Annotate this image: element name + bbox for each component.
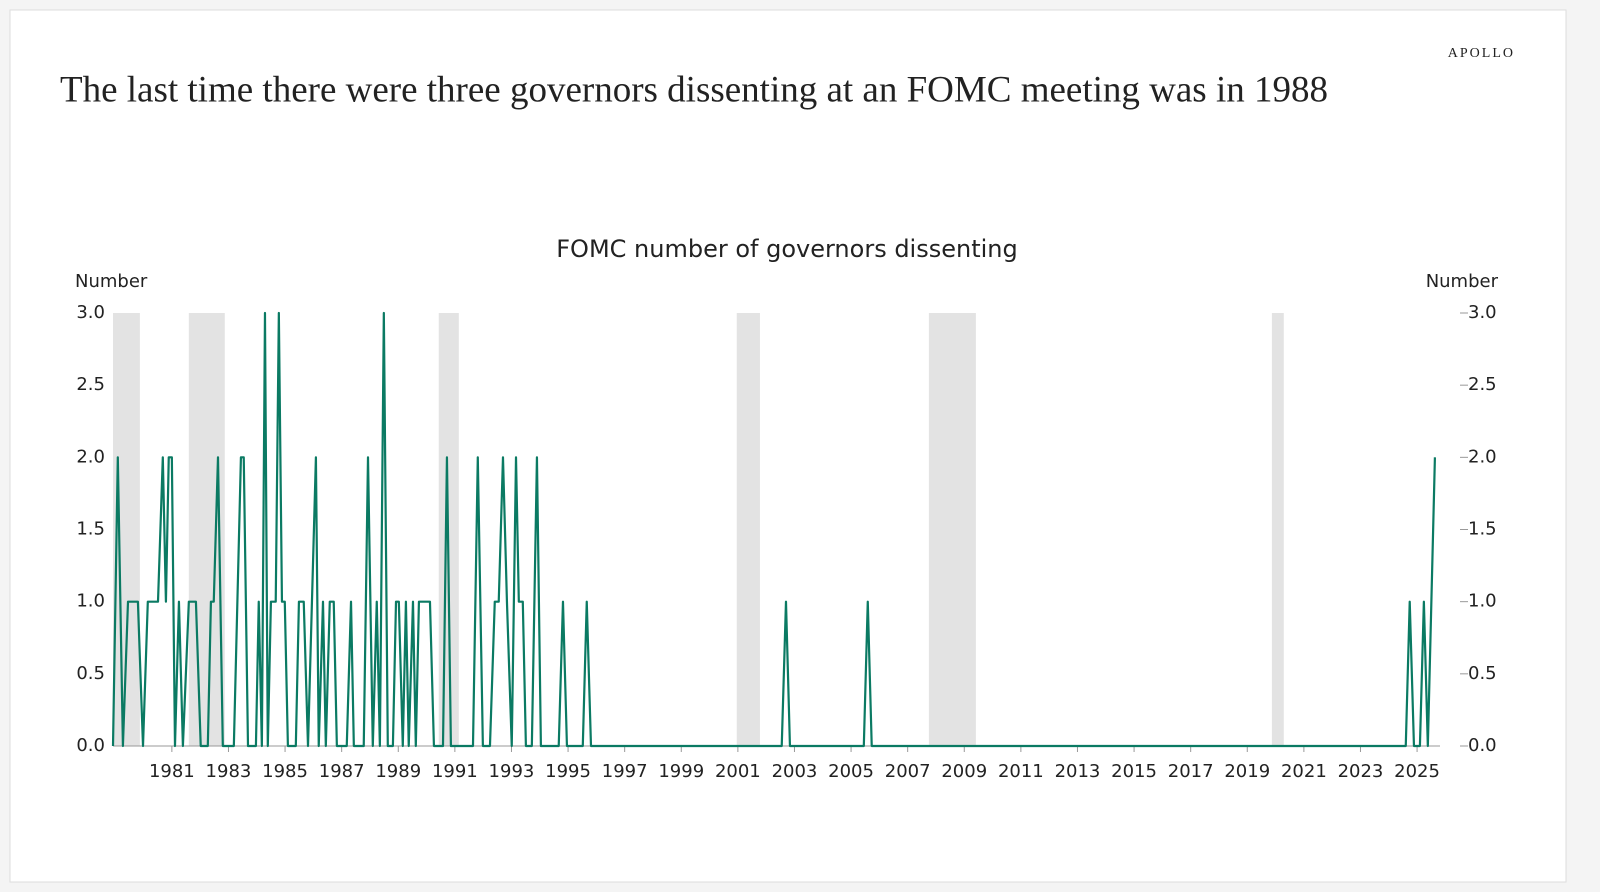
y-tick-label: 2.0 bbox=[76, 446, 105, 467]
y2-axis-label: Number bbox=[1426, 271, 1499, 292]
y-axis-label: Number bbox=[75, 271, 148, 292]
data-line bbox=[111, 311, 1437, 748]
card bbox=[9, 9, 1567, 883]
x-tick-label: 2013 bbox=[1055, 761, 1101, 782]
y2-tick-label: 1.0 bbox=[1468, 591, 1497, 612]
x-tick-label: 2003 bbox=[772, 761, 818, 782]
x-tick-label: 1983 bbox=[206, 761, 252, 782]
x-tick-label: 2011 bbox=[998, 761, 1044, 782]
y-tick-label: 0.0 bbox=[76, 735, 105, 756]
brand: APOLLO bbox=[1448, 46, 1515, 61]
x-tick-label: 2005 bbox=[828, 761, 874, 782]
headline: The last time there were three governors… bbox=[60, 69, 1328, 110]
chart-title: FOMC number of governors dissenting bbox=[556, 235, 1017, 263]
y2-tick-label: 0.0 bbox=[1468, 735, 1497, 756]
x-tick-label: 2015 bbox=[1111, 761, 1157, 782]
x-tick-label: 2021 bbox=[1281, 761, 1327, 782]
y2-tick-label: 0.5 bbox=[1468, 663, 1497, 684]
y2-tick-label: 1.5 bbox=[1468, 519, 1497, 540]
x-tick-label: 1991 bbox=[432, 761, 478, 782]
y-tick-label: 1.5 bbox=[76, 519, 105, 540]
x-tick-label: 2025 bbox=[1394, 761, 1440, 782]
x-tick-label: 2007 bbox=[885, 761, 931, 782]
y-tick-label: 3.0 bbox=[76, 302, 105, 323]
x-tick-label: 1985 bbox=[262, 761, 308, 782]
x-tick-label: 2019 bbox=[1224, 761, 1270, 782]
x-tick-label: 1981 bbox=[149, 761, 195, 782]
y2-tick-label: 3.0 bbox=[1468, 302, 1497, 323]
recession-band bbox=[928, 313, 976, 746]
x-tick-label: 1989 bbox=[375, 761, 421, 782]
x-tick-label: 2009 bbox=[941, 761, 987, 782]
x-tick-label: 2001 bbox=[715, 761, 761, 782]
y2-tick-label: 2.5 bbox=[1468, 374, 1497, 395]
recession-band bbox=[736, 313, 760, 746]
x-tick-label: 2023 bbox=[1338, 761, 1384, 782]
y-tick-label: 2.5 bbox=[76, 374, 105, 395]
y-tick-label: 0.5 bbox=[76, 663, 105, 684]
x-tick-label: 1987 bbox=[319, 761, 365, 782]
x-tick-label: 1995 bbox=[545, 761, 591, 782]
y-tick-label: 1.0 bbox=[76, 591, 105, 612]
x-tick-label: 1993 bbox=[489, 761, 535, 782]
x-tick-label: 2017 bbox=[1168, 761, 1214, 782]
x-tick-label: 1999 bbox=[658, 761, 704, 782]
y2-tick-label: 2.0 bbox=[1468, 446, 1497, 467]
x-tick-label: 1997 bbox=[602, 761, 648, 782]
recession-band bbox=[1271, 313, 1284, 746]
